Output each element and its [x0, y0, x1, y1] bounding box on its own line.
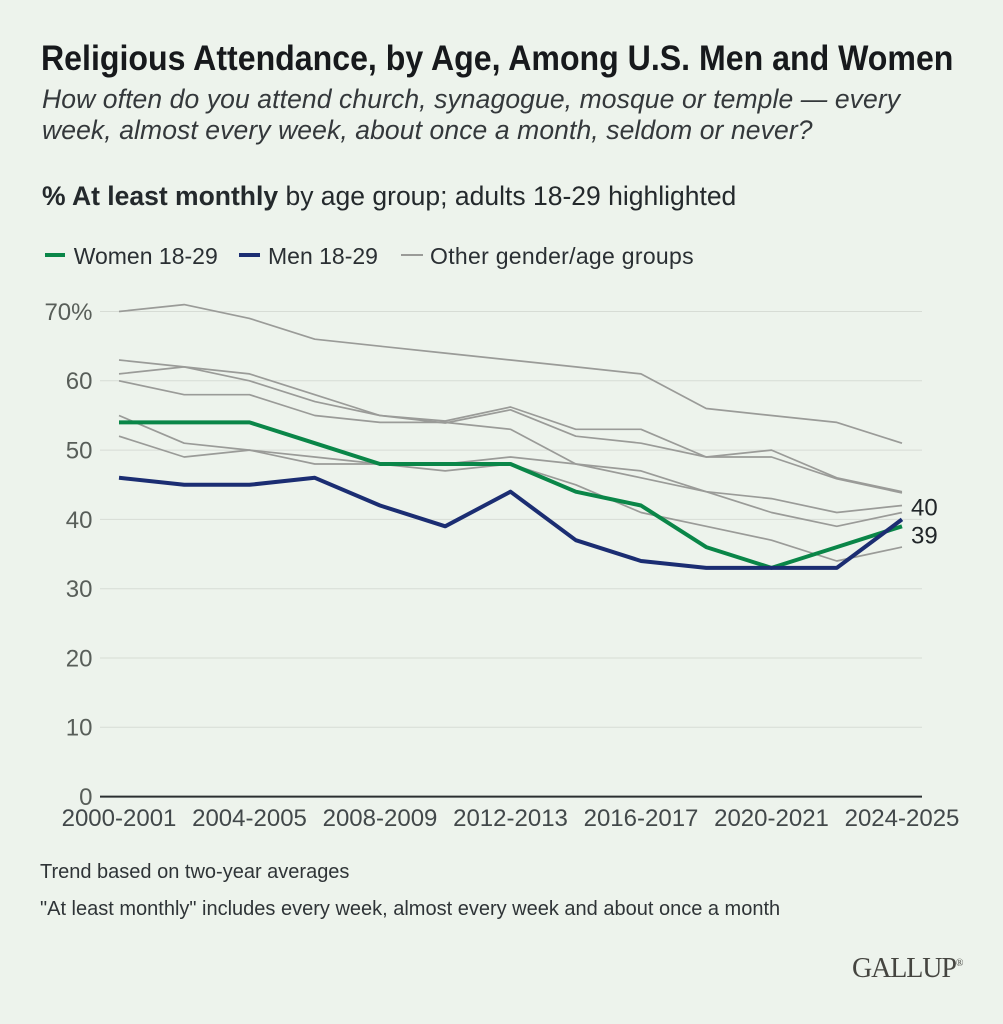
svg-text:2016-2017: 2016-2017	[584, 805, 699, 832]
svg-text:2008-2009: 2008-2009	[323, 805, 438, 832]
svg-text:0: 0	[79, 784, 92, 811]
svg-text:10: 10	[66, 715, 93, 742]
svg-text:30: 30	[66, 576, 93, 603]
svg-text:2000-2001: 2000-2001	[62, 805, 177, 832]
svg-text:2024-2025: 2024-2025	[845, 805, 960, 832]
svg-text:2020-2021: 2020-2021	[714, 805, 829, 832]
svg-text:20: 20	[66, 645, 93, 672]
svg-text:70%: 70%	[44, 299, 92, 326]
svg-text:50: 50	[66, 438, 93, 465]
svg-text:2004-2005: 2004-2005	[192, 805, 307, 832]
svg-text:2012-2013: 2012-2013	[453, 805, 568, 832]
svg-text:60: 60	[66, 368, 93, 395]
svg-text:39: 39	[911, 523, 938, 550]
svg-text:40: 40	[911, 495, 938, 522]
svg-text:40: 40	[66, 507, 93, 534]
